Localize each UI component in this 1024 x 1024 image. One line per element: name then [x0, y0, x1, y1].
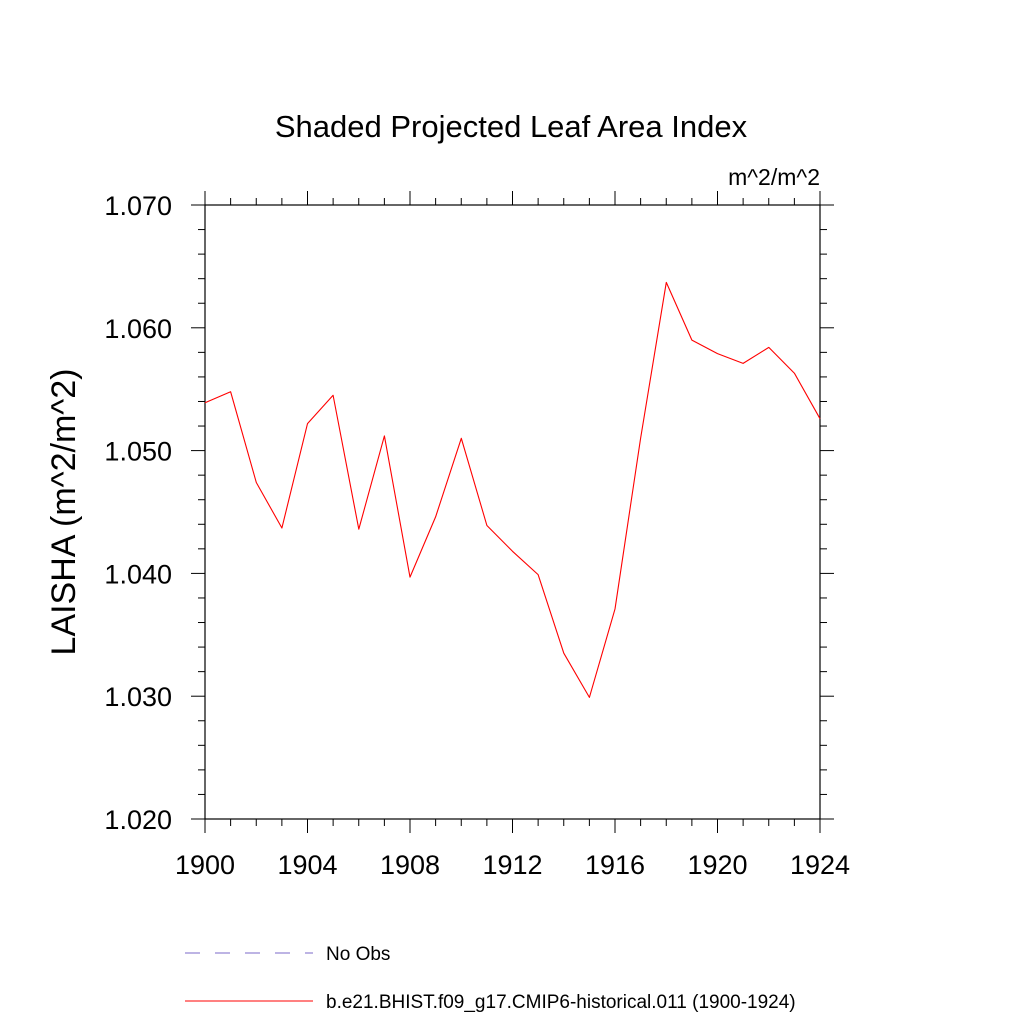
legend-label: No Obs — [326, 944, 390, 965]
x-tick-label: 1924 — [790, 850, 850, 880]
x-tick-label: 1912 — [482, 850, 542, 880]
series-line — [204, 281, 821, 698]
plot-frame — [204, 204, 821, 820]
x-tick-label: 1904 — [277, 850, 337, 880]
x-tick-label: 1900 — [175, 850, 235, 880]
x-tick-label: 1920 — [687, 850, 747, 880]
y-axis-label: LAISHA (m^2/m^2) — [45, 369, 83, 656]
y-tick-label: 1.020 — [104, 805, 172, 835]
legend-label: b.e21.BHIST.f09_g17.CMIP6-historical.011… — [326, 992, 796, 1013]
y-tick-label: 1.060 — [104, 314, 172, 344]
plot-area: 1900 1904 1908 1912 1916 1920 1924 1.020 1.030 1.… — [104, 191, 850, 880]
y-tick-label: 1.040 — [104, 559, 172, 589]
y-tick-label: 1.050 — [104, 437, 172, 467]
y-tick-label: 1.070 — [104, 191, 172, 221]
x-tick-label: 1908 — [380, 850, 440, 880]
x-tick-label: 1916 — [585, 850, 645, 880]
units-label: m^2/m^2 — [728, 164, 820, 190]
legend: No Obs b.e21.BHIST.f09_g17.CMIP6-historic… — [185, 944, 796, 1013]
y-tick-label: 1.030 — [104, 682, 172, 712]
chart-title: Shaded Projected Leaf Area Index — [275, 109, 748, 144]
